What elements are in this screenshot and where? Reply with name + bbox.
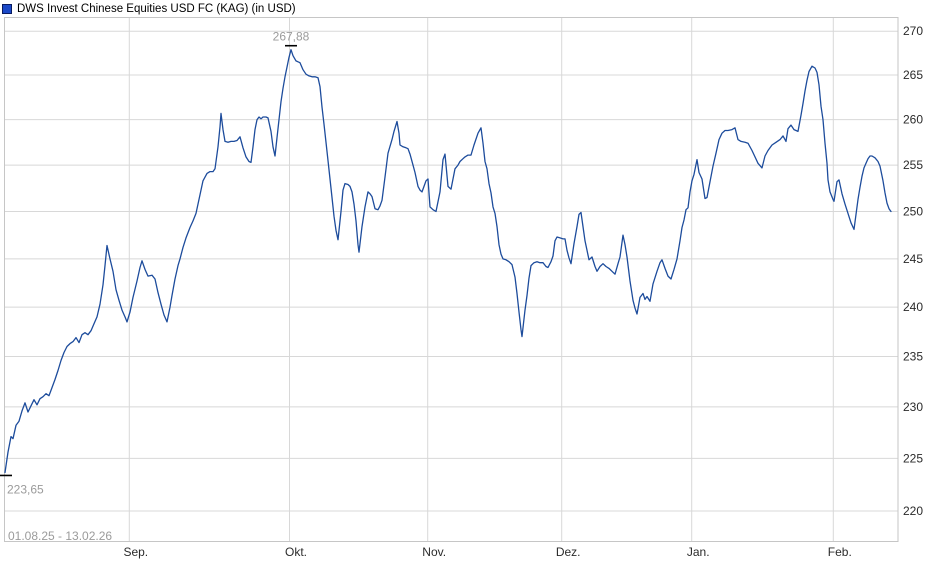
chart-title: DWS Invest Chinese Equities USD FC (KAG)… <box>17 2 296 15</box>
price-line-series <box>4 49 892 474</box>
y-tick-label: 225 <box>903 451 923 465</box>
x-tick-label: Jan. <box>687 545 710 559</box>
y-tick-label: 250 <box>903 205 923 219</box>
date-range-label: 01.08.25 - 13.02.26 <box>8 529 112 543</box>
series-color-swatch-icon <box>2 3 12 14</box>
chart-header: DWS Invest Chinese Equities USD FC (KAG)… <box>2 1 296 16</box>
y-tick-label: 220 <box>903 504 923 518</box>
x-tick-label: Dez. <box>556 545 581 559</box>
x-tick-label: Sep. <box>123 545 148 559</box>
y-tick-label: 245 <box>903 252 923 266</box>
plot-background <box>4 17 898 542</box>
y-tick-label: 235 <box>903 349 923 363</box>
x-tick-label: Feb. <box>828 545 852 559</box>
y-tick-label: 255 <box>903 158 923 172</box>
max-value-label: 267,88 <box>273 30 310 44</box>
y-tick-label: 270 <box>903 24 923 38</box>
min-value-label: 223,65 <box>7 482 44 496</box>
plot-border <box>4 17 899 542</box>
x-tick-label: Nov. <box>422 545 446 559</box>
h-gridlines <box>4 30 898 512</box>
x-tick-label: Okt. <box>285 545 307 559</box>
y-tick-label: 230 <box>903 400 923 414</box>
y-tick-label: 260 <box>903 113 923 127</box>
v-gridlines <box>128 17 834 542</box>
y-tick-label: 240 <box>903 300 923 314</box>
y-tick-label: 265 <box>903 68 923 82</box>
